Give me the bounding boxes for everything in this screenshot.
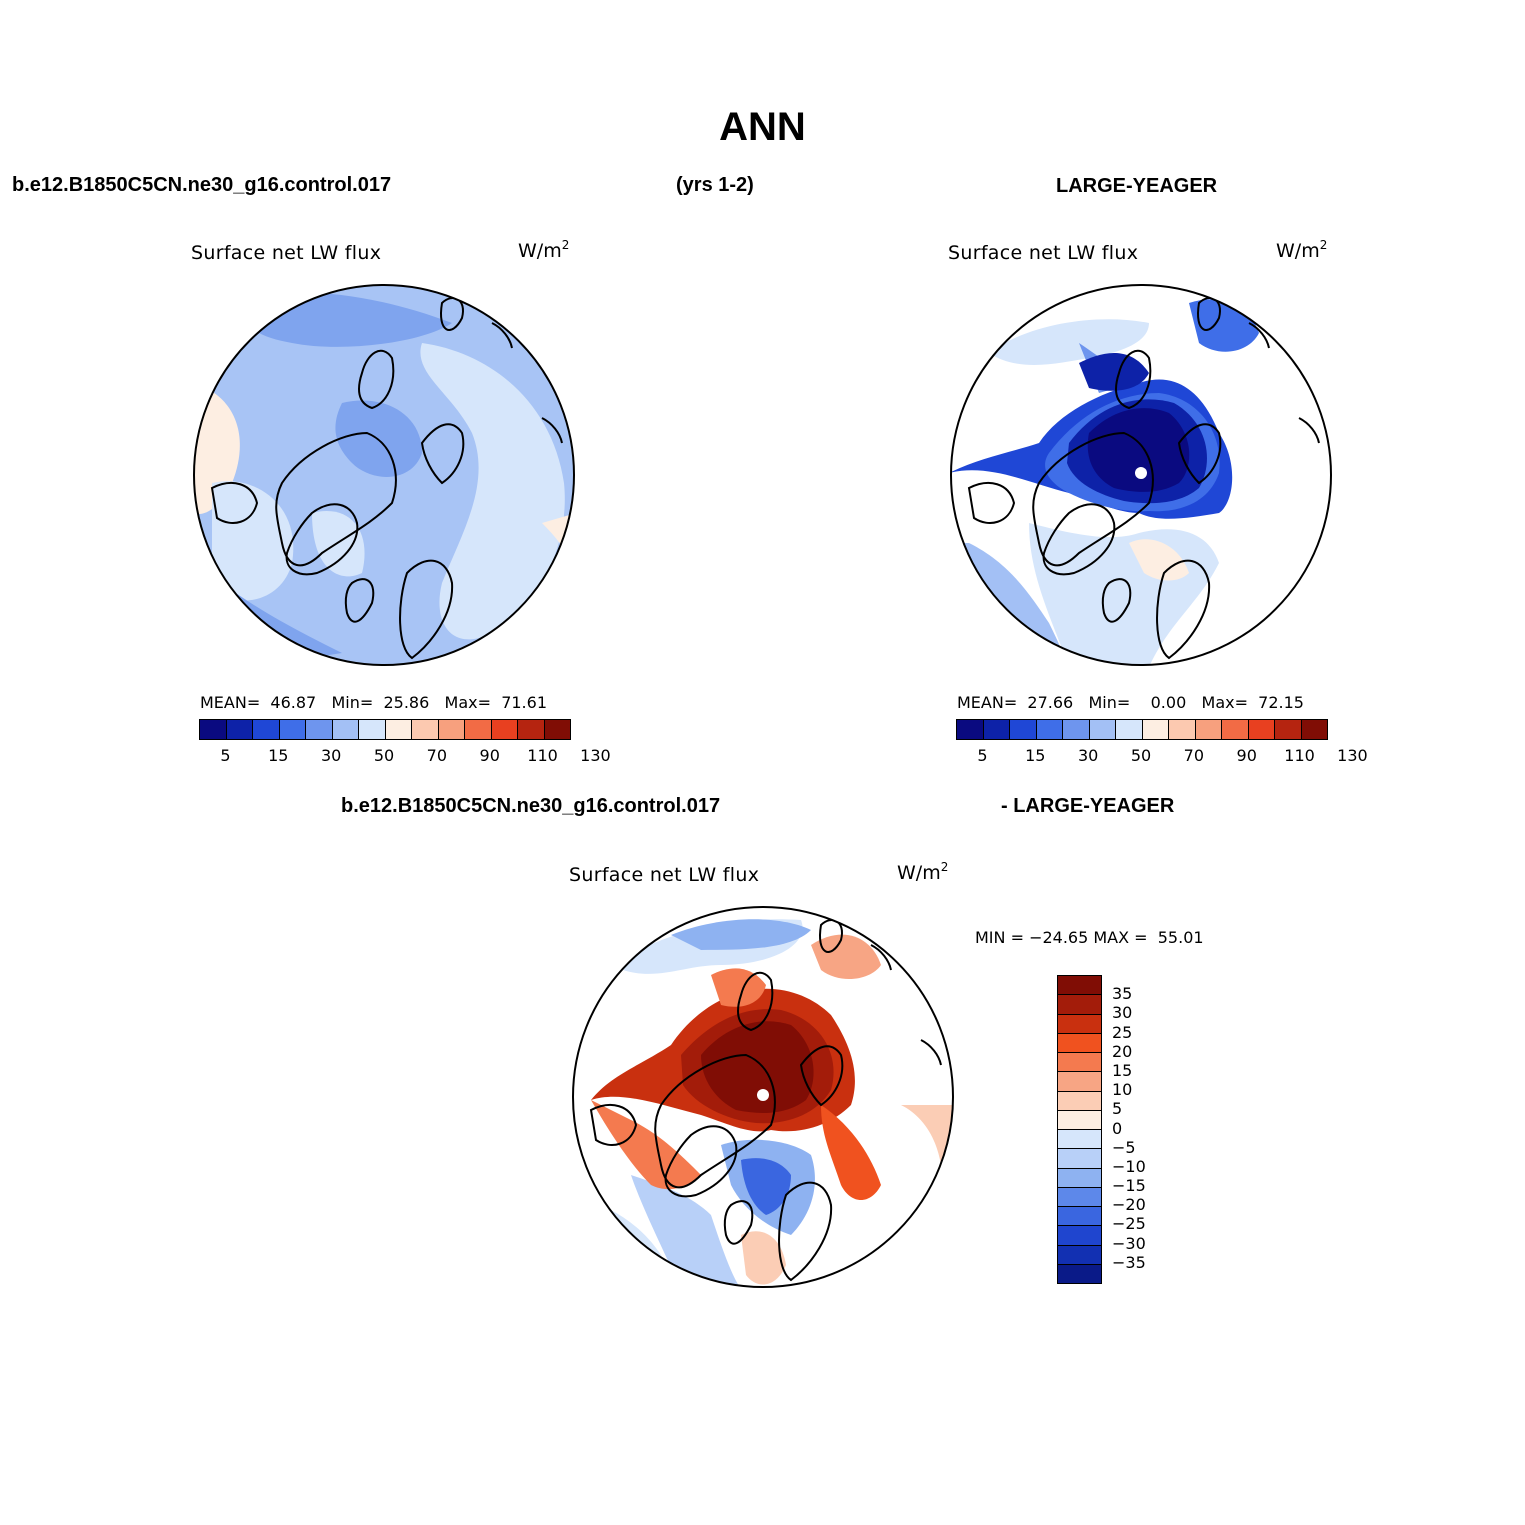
panel-case-colorbar-swatch — [332, 720, 359, 739]
panel-reference-colorbar-swatch — [1169, 720, 1196, 739]
panel-diff-colorbar-swatch — [1058, 1014, 1101, 1034]
panel-reference-variable-title: Surface net LW flux — [948, 242, 1139, 264]
panel-diff-colorbar-tick-label: −20 — [1112, 1195, 1146, 1215]
panel-case-colorbar-tick-label: 90 — [479, 746, 500, 765]
panel-diff-colorbar-tick-label: −15 — [1112, 1176, 1146, 1196]
panel-reference-colorbar-swatch — [1063, 720, 1090, 739]
panel-diff-colorbar-swatch — [1058, 1207, 1101, 1227]
figure-title: ANN — [719, 105, 806, 149]
panel-diff-minmax: MIN = −24.65 MAX = 55.01 — [975, 928, 1204, 947]
panel-diff-colorbar-swatch — [1058, 1091, 1101, 1111]
panel-reference-stats: MEAN= 27.66 Min= 0.00 Max= 72.15 — [957, 693, 1304, 712]
panel-reference-colorbar-swatch — [1301, 720, 1327, 739]
panel-diff-colorbar-swatch — [1058, 976, 1101, 996]
panel-diff-colorbar-swatch — [1058, 1168, 1101, 1188]
panel-diff-colorbar-swatch — [1058, 1130, 1101, 1150]
panel-case-colorbar-tick-label: 5 — [220, 746, 231, 765]
panel-case-variable-title: Surface net LW flux — [191, 242, 382, 264]
diff-reference-header: - LARGE-YEAGER — [1001, 795, 1175, 817]
panel-case-stats: MEAN= 46.87 Min= 25.86 Max= 71.61 — [200, 693, 547, 712]
panel-reference-colorbar-swatch — [1195, 720, 1222, 739]
panel-diff-units: W/m2 — [897, 860, 949, 884]
panel-diff-colorbar-ticks: 35 30 25 20 15 10 5 0 −5 −10 −15 −20 −25 −30 −35 — [1112, 975, 1172, 1285]
panel-reference-colorbar-tick-label: 15 — [1025, 746, 1046, 765]
panel-case-colorbar-tick-label: 70 — [426, 746, 448, 765]
panel-diff-colorbar-swatch — [1058, 1226, 1101, 1246]
panel-case-colorbar-swatch — [412, 720, 439, 739]
panel-case-colorbar-swatch — [306, 720, 333, 739]
years-header: (yrs 1-2) — [676, 174, 754, 196]
panel-diff-colorbar-swatch — [1058, 1187, 1101, 1207]
panel-case-colorbar-swatch — [518, 720, 545, 739]
reference-header: LARGE-YEAGER — [1056, 175, 1218, 197]
panel-diff-colorbar-swatch — [1058, 1110, 1101, 1130]
panel-reference-colorbar-swatch — [1116, 720, 1143, 739]
panel-diff-colorbar-tick-label: −5 — [1112, 1137, 1136, 1157]
panel-case-colorbar-swatch — [465, 720, 492, 739]
panel-reference-colorbar-tick-label: 5 — [977, 746, 988, 765]
panel-reference-colorbar-tick-label: 130 — [1337, 746, 1368, 765]
panel-case-colorbar-tick-label: 130 — [580, 746, 611, 765]
panel-case-colorbar-ticks: 5 15 30 50 70 90 110 130 — [199, 746, 610, 766]
panel-case-units: W/m2 — [518, 238, 570, 262]
panel-diff-colorbar-tick-label: −10 — [1112, 1156, 1146, 1176]
panel-reference-colorbar-swatch — [1248, 720, 1275, 739]
panel-reference-colorbar — [956, 719, 1328, 740]
panel-reference-colorbar-swatch — [1222, 720, 1249, 739]
panel-diff-colorbar — [1057, 975, 1102, 1284]
panel-diff-colorbar-tick-label: 10 — [1112, 1080, 1133, 1100]
panel-diff-polar-map — [572, 906, 954, 1288]
panel-case-colorbar-swatch — [253, 720, 280, 739]
panel-reference-colorbar-tick-label: 30 — [1077, 746, 1099, 765]
panel-case-polar-map — [193, 284, 575, 666]
panel-case-colorbar-swatch — [226, 720, 253, 739]
panel-case-colorbar-swatch — [279, 720, 306, 739]
panel-diff-colorbar-tick-label: 20 — [1112, 1041, 1133, 1061]
panel-case-colorbar-tick-label: 30 — [320, 746, 342, 765]
panel-case-colorbar-swatch — [438, 720, 465, 739]
panel-case-colorbar-swatch — [359, 720, 386, 739]
panel-case-colorbar-tick-label: 50 — [373, 746, 395, 765]
panel-case-colorbar-swatch — [544, 720, 570, 739]
panel-diff-colorbar-swatch — [1058, 1033, 1101, 1053]
diff-case-name-header: b.e12.B1850C5CN.ne30_g16.control.017 — [341, 795, 721, 817]
case-name-header: b.e12.B1850C5CN.ne30_g16.control.017 — [12, 174, 392, 196]
panel-diff-colorbar-tick-label: −35 — [1112, 1252, 1146, 1272]
panel-case-colorbar-swatch — [491, 720, 518, 739]
panel-diff-colorbar-tick-label: 35 — [1112, 984, 1133, 1004]
panel-reference-units: W/m2 — [1276, 238, 1328, 262]
panel-diff-colorbar-tick-label: 0 — [1112, 1118, 1123, 1138]
panel-reference-colorbar-swatch — [1036, 720, 1063, 739]
panel-reference-colorbar-swatch — [957, 720, 984, 739]
panel-diff-colorbar-swatch — [1058, 1264, 1101, 1283]
panel-diff-variable-title: Surface net LW flux — [569, 864, 760, 886]
panel-diff-colorbar-tick-label: 30 — [1112, 1003, 1133, 1023]
panel-diff-colorbar-swatch — [1058, 1053, 1101, 1073]
panel-reference-colorbar-tick-label: 90 — [1236, 746, 1257, 765]
panel-diff-colorbar-swatch — [1058, 1072, 1101, 1092]
panel-reference-colorbar-swatch — [1010, 720, 1037, 739]
panel-case-colorbar-tick-label: 15 — [268, 746, 289, 765]
panel-diff-colorbar-tick-label: −25 — [1112, 1214, 1146, 1234]
panel-reference-colorbar-tick-label: 50 — [1130, 746, 1152, 765]
panel-reference-colorbar-tick-label: 110 — [1284, 746, 1315, 765]
panel-reference-polar-map — [950, 284, 1332, 666]
panel-diff-colorbar-tick-label: 15 — [1112, 1060, 1133, 1080]
panel-case-colorbar-swatch — [385, 720, 412, 739]
panel-diff-colorbar-tick-label: −30 — [1112, 1233, 1146, 1253]
panel-reference-colorbar-swatch — [1089, 720, 1116, 739]
panel-diff-colorbar-swatch — [1058, 1245, 1101, 1265]
panel-reference-colorbar-swatch — [1275, 720, 1302, 739]
panel-diff-colorbar-tick-label: 5 — [1112, 1099, 1123, 1119]
panel-diff-colorbar-swatch — [1058, 1149, 1101, 1169]
panel-diff-colorbar-swatch — [1058, 995, 1101, 1015]
panel-case-colorbar-swatch — [200, 720, 227, 739]
panel-reference-colorbar-tick-label: 70 — [1183, 746, 1205, 765]
panel-reference-colorbar-swatch — [983, 720, 1010, 739]
panel-reference-colorbar-swatch — [1142, 720, 1169, 739]
panel-reference-colorbar-ticks: 5 15 30 50 70 90 110 130 — [956, 746, 1367, 766]
panel-case-colorbar-tick-label: 110 — [527, 746, 558, 765]
panel-diff-colorbar-tick-label: 25 — [1112, 1022, 1133, 1042]
panel-case-colorbar — [199, 719, 571, 740]
